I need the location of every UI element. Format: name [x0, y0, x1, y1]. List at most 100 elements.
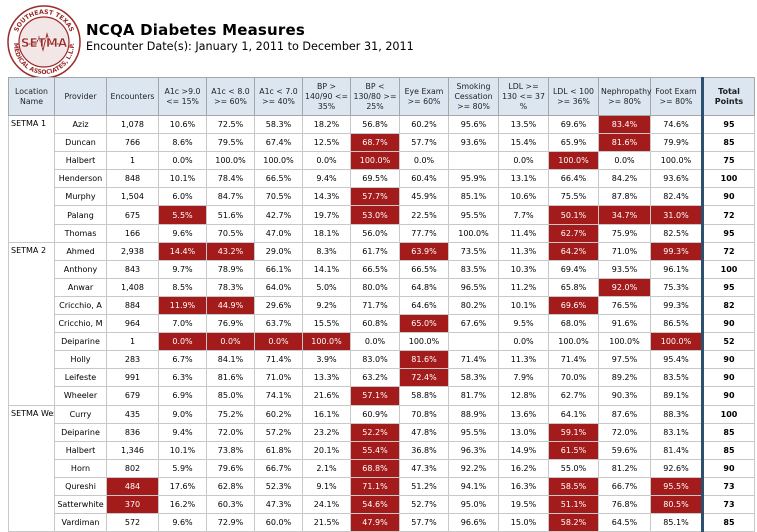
measure-cell: 11.3%: [498, 241, 549, 261]
provider-cell: Palang: [54, 205, 107, 225]
measure-cell: 82.5%: [650, 223, 703, 243]
measure-cell: 19.7%: [302, 205, 351, 225]
measure-cell: 95.6%: [448, 114, 499, 135]
measure-cell: 70.5%: [254, 187, 303, 207]
measure-cell: 51.6%: [206, 205, 255, 225]
measure-cell: 11.4%: [498, 223, 549, 243]
measure-cell: 47.3%: [399, 458, 449, 478]
measure-cell: 84.7%: [206, 187, 255, 207]
measure-cell: 64.1%: [548, 404, 599, 424]
measure-cell: 57.7%: [350, 187, 400, 207]
measure-cell: 80.0%: [350, 277, 400, 297]
measure-cell: 20.1%: [302, 440, 351, 460]
measure-cell: 76.8%: [598, 494, 651, 515]
measure-cell: 74.1%: [254, 386, 303, 406]
measure-cell: 435: [106, 404, 159, 424]
column-header: Location Name: [8, 77, 55, 116]
total-points-cell: 90: [701, 386, 755, 406]
measure-cell: 69.5%: [350, 169, 400, 189]
measure-cell: 100.0%: [548, 151, 599, 171]
measure-cell: 81.6%: [206, 368, 255, 388]
measure-cell: 21.5%: [302, 513, 351, 532]
measure-cell: 51.2%: [399, 476, 449, 496]
report-title: NCQA Diabetes Measures: [86, 21, 305, 39]
measure-cell: 60.3%: [206, 494, 255, 515]
measure-cell: 848: [106, 169, 159, 189]
total-points-cell: 85: [701, 422, 755, 442]
provider-cell: Halbert: [54, 440, 107, 460]
column-header: Total Points: [701, 77, 755, 116]
measure-cell: 73.8%: [206, 440, 255, 460]
measure-cell: 78.3%: [206, 277, 255, 297]
measure-cell: 100.0%: [206, 151, 255, 171]
total-points-cell: 100: [701, 404, 755, 424]
measure-cell: 73.5%: [448, 241, 499, 261]
measure-cell: 13.6%: [498, 404, 549, 424]
measure-cell: 67.4%: [254, 133, 303, 153]
provider-cell: Cricchio, A: [54, 295, 107, 316]
measure-cell: 65.0%: [399, 314, 449, 334]
measure-cell: 79.6%: [206, 458, 255, 478]
measure-cell: 57.2%: [254, 422, 303, 442]
measure-cell: 83.1%: [650, 422, 703, 442]
measure-cell: 13.3%: [302, 368, 351, 388]
measure-cell: 964: [106, 314, 159, 334]
measure-cell: 10.1%: [498, 295, 549, 316]
measure-cell: 15.5%: [302, 314, 351, 334]
measure-cell: 58.2%: [548, 513, 599, 532]
measure-cell: 31.0%: [650, 205, 703, 225]
measure-cell: 66.7%: [254, 458, 303, 478]
measure-cell: 57.7%: [399, 133, 449, 153]
measure-cell: 52.3%: [254, 476, 303, 496]
provider-cell: Satterwhite: [54, 494, 107, 515]
measure-cell: 95.5%: [448, 422, 499, 442]
measure-cell: 100.0%: [399, 332, 449, 352]
provider-cell: Deiparine: [54, 332, 107, 352]
measure-cell: 1,346: [106, 440, 159, 460]
measure-cell: 90.3%: [598, 386, 651, 406]
table-row: Henderson 848 10.1% 78.4% 66.5% 9.4% 69.5% 60.4…: [9, 169, 755, 189]
measure-cell: 766: [106, 133, 159, 153]
measure-cell: 93.5%: [598, 259, 651, 279]
provider-cell: Murphy: [54, 187, 107, 207]
measure-cell: 75.3%: [650, 277, 703, 297]
measure-cell: 78.4%: [206, 169, 255, 189]
measure-cell: 17.6%: [158, 476, 207, 496]
measure-cell: 66.1%: [254, 259, 303, 279]
measure-cell: 72.0%: [206, 422, 255, 442]
measure-cell: 36.8%: [399, 440, 449, 460]
measure-cell: 0.0%: [206, 332, 255, 352]
column-header: Encounters: [106, 77, 159, 116]
measure-cell: 29.6%: [254, 295, 303, 316]
measure-cell: 78.9%: [206, 259, 255, 279]
measure-cell: 61.5%: [548, 440, 599, 460]
column-header: A1c < 8.0 >= 60%: [206, 77, 255, 116]
measure-cell: 62.7%: [548, 223, 599, 243]
column-header: Foot Exam >= 80%: [650, 77, 703, 116]
measure-cell: 88.9%: [448, 404, 499, 424]
measure-cell: 11.3%: [498, 350, 549, 370]
measure-cell: 0.0%: [498, 151, 549, 171]
measure-cell: 57.7%: [399, 513, 449, 532]
measure-cell: 6.9%: [158, 386, 207, 406]
measure-cell: 83.0%: [350, 350, 400, 370]
measure-cell: 5.5%: [158, 205, 207, 225]
measure-cell: 81.7%: [448, 386, 499, 406]
measure-cell: 9.7%: [158, 259, 207, 279]
total-points-cell: 90: [701, 458, 755, 478]
measure-cell: 50.1%: [548, 205, 599, 225]
column-header: BP < 130/80 >= 25%: [350, 77, 400, 116]
provider-cell: Curry: [54, 404, 107, 424]
measure-cell: 16.3%: [498, 476, 549, 496]
measure-cell: 64.6%: [399, 295, 449, 316]
measure-cell: 5.9%: [158, 458, 207, 478]
measure-cell: 69.6%: [548, 114, 599, 135]
measure-cell: 68.7%: [350, 133, 400, 153]
measure-cell: 47.3%: [254, 494, 303, 515]
measure-cell: 23.2%: [302, 422, 351, 442]
column-header: BP > 140/90 <= 35%: [302, 77, 351, 116]
measure-cell: [448, 332, 499, 352]
table-row: Halbert 1,346 10.1% 73.8% 61.8% 20.1% 55.4% 36.…: [9, 440, 755, 460]
measure-cell: 81.6%: [399, 350, 449, 370]
measure-cell: 66.7%: [598, 476, 651, 496]
